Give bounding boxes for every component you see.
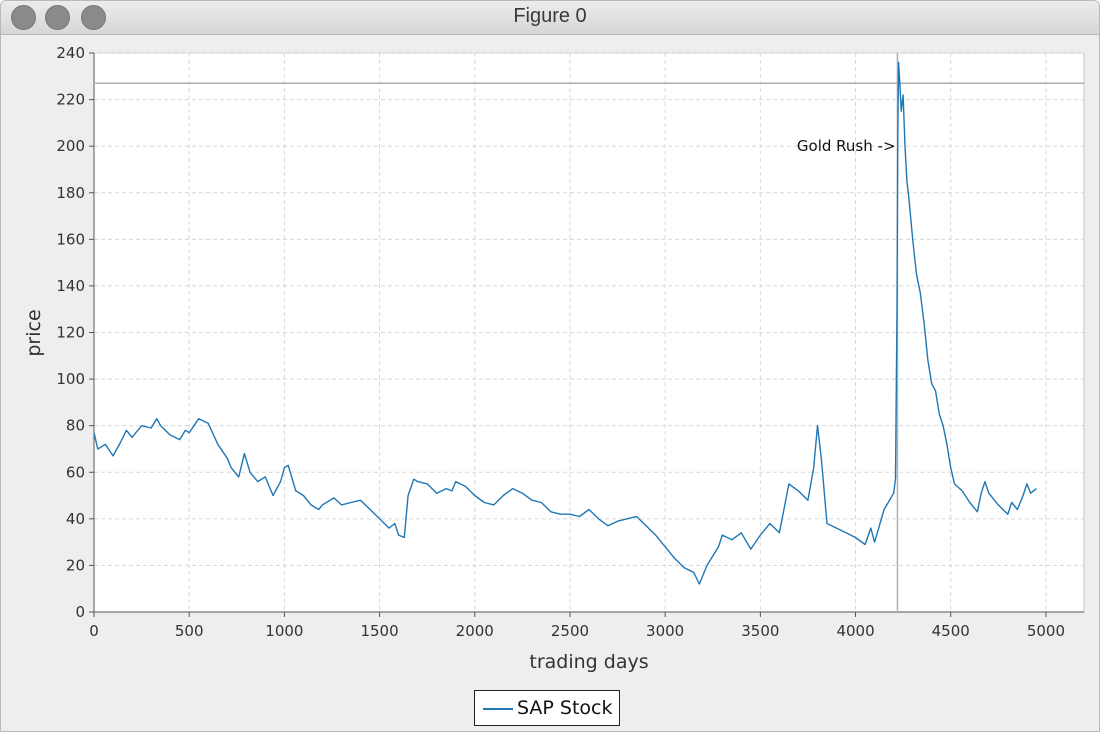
y-tick-label: 240 xyxy=(56,44,85,62)
zoom-window-button[interactable] xyxy=(81,5,106,30)
x-tick-label: 0 xyxy=(89,622,99,640)
close-window-button[interactable] xyxy=(11,5,36,30)
annotation-label: Gold Rush -> xyxy=(797,137,896,155)
x-tick-label: 1500 xyxy=(360,622,398,640)
y-tick-label: 40 xyxy=(66,510,85,528)
x-tick-label: 4500 xyxy=(932,622,970,640)
y-tick-label: 80 xyxy=(66,417,85,435)
window-titlebar: Figure 0 xyxy=(1,1,1099,35)
y-tick-label: 220 xyxy=(56,91,85,109)
x-axis-title: trading days xyxy=(529,651,648,673)
y-tick-label: 20 xyxy=(66,556,85,574)
y-tick-label: 180 xyxy=(56,184,85,202)
y-tick-label: 120 xyxy=(56,324,85,342)
y-tick-label: 200 xyxy=(56,137,85,155)
legend: SAP Stock xyxy=(474,690,620,726)
legend-swatch-sap-stock xyxy=(483,708,513,710)
x-tick-label: 500 xyxy=(175,622,204,640)
window-title: Figure 0 xyxy=(513,5,587,27)
axis-layer: 0 20 40 60 80 100 120 140 160 180 200 220 240 0 500 100… xyxy=(56,44,1084,640)
x-tick-label: 2000 xyxy=(456,622,494,640)
x-tick-label: 3000 xyxy=(646,622,684,640)
series-layer xyxy=(93,61,1037,585)
y-axis-title: price xyxy=(23,309,45,356)
x-tick-label: 3500 xyxy=(741,622,779,640)
y-tick-label: 0 xyxy=(75,603,85,621)
x-tick-label: 2500 xyxy=(551,622,589,640)
series-line-0 xyxy=(93,61,1037,585)
x-tick-label: 5000 xyxy=(1027,622,1065,640)
minimize-window-button[interactable] xyxy=(45,5,70,30)
y-tick-label: 60 xyxy=(66,463,85,481)
grid-layer xyxy=(93,52,1084,613)
y-tick-label: 100 xyxy=(56,370,85,388)
annotation-layer: Gold Rush -> xyxy=(797,137,896,155)
legend-label-sap-stock: SAP Stock xyxy=(517,697,613,719)
x-tick-label: 4000 xyxy=(836,622,874,640)
x-tick-label: 1000 xyxy=(265,622,303,640)
y-tick-label: 160 xyxy=(56,230,85,248)
y-tick-label: 140 xyxy=(56,277,85,295)
